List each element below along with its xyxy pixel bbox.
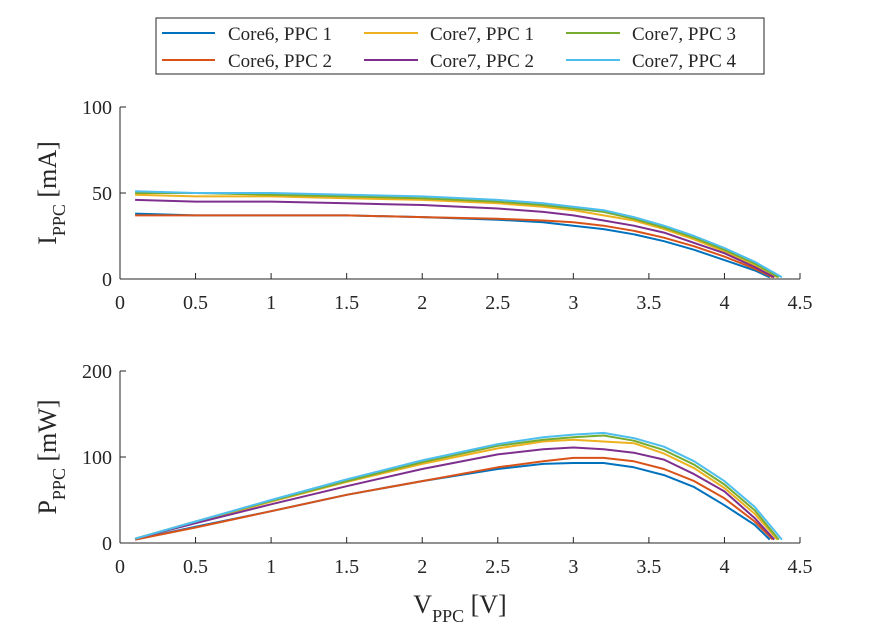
- legend: Core6, PPC 1 Core6, PPC 2 Core7, PPC 1 C…: [155, 17, 765, 75]
- legend-box: [155, 17, 765, 75]
- power-y-axis-label-sub: PPC: [49, 468, 69, 500]
- power-x-ticks: 0 0.5 1 1.5 2 2.5 3 3.5 4 4.5: [115, 537, 813, 578]
- legend-label-core7-ppc2: Core7, PPC 2: [430, 51, 534, 72]
- current-series-core7-ppc-3: [135, 192, 780, 279]
- legend-item-core6-ppc1: Core6, PPC 1: [162, 24, 332, 45]
- current-x-tick-label: 2: [417, 292, 427, 314]
- legend-label-core6-ppc1: Core6, PPC 1: [228, 24, 332, 45]
- power-x-tick-label: 2.5: [485, 556, 510, 578]
- legend-item-core6-ppc2: Core6, PPC 2: [162, 51, 332, 72]
- power-x-tick-label: 1: [266, 556, 276, 578]
- power-x-tick-label: 0.5: [183, 556, 208, 578]
- x-axis-label: VPPC [V]: [413, 590, 506, 626]
- power-y-axis-label-main: P: [33, 500, 62, 514]
- power-x-tick-label: 4.5: [788, 556, 813, 578]
- current-series-core6-ppc-2: [135, 214, 774, 279]
- legend-item-core7-ppc3: Core7, PPC 3: [566, 24, 736, 45]
- x-axis-label-unit: [V]: [464, 590, 507, 619]
- power-y-tick-label: 100: [82, 447, 112, 469]
- legend-item-core7-ppc2: Core7, PPC 2: [364, 51, 534, 72]
- current-series-layer: [135, 190, 783, 279]
- current-x-tick-label: 0: [115, 292, 125, 314]
- current-y-axis-label-unit: [mA]: [33, 141, 62, 204]
- power-y-axis-label-unit: [mW]: [33, 399, 62, 468]
- current-series-core7-ppc-2: [135, 198, 775, 279]
- current-x-tick-label: 4: [719, 292, 729, 314]
- legend-label-core7-ppc3: Core7, PPC 3: [632, 24, 736, 45]
- current-x-tick-label: 4.5: [788, 292, 813, 314]
- current-y-axis-label: IPPC [mA]: [33, 141, 69, 245]
- power-y-axis-label: PPPC [mW]: [33, 399, 69, 514]
- power-x-tick-label: 4: [719, 556, 729, 578]
- power-series-core6-ppc-2: [134, 456, 774, 541]
- x-axis-label-main: V: [413, 590, 432, 619]
- power-series-core7-ppc-4: [134, 431, 783, 541]
- power-series-core7-ppc-3: [134, 434, 780, 541]
- power-x-tick-label: 3: [568, 556, 578, 578]
- power-y-tick-label: 0: [102, 533, 112, 555]
- power-x-tick-label: 1.5: [334, 556, 359, 578]
- legend-label-core7-ppc4: Core7, PPC 4: [632, 51, 736, 72]
- current-x-tick-label: 1.5: [334, 292, 359, 314]
- x-axis-label-sub: PPC: [432, 606, 464, 626]
- current-x-tick-label: 1: [266, 292, 276, 314]
- power-x-tick-label: 2: [417, 556, 427, 578]
- current-y-tick-label: 50: [92, 183, 112, 205]
- current-x-tick-label: 3: [568, 292, 578, 314]
- current-x-tick-label: 2.5: [485, 292, 510, 314]
- current-y-axis-label-main: I: [33, 236, 62, 245]
- current-y-tick-label: 0: [102, 269, 112, 291]
- current-x-tick-label: 3.5: [636, 292, 661, 314]
- current-series-core7-ppc-1: [135, 193, 778, 279]
- current-x-ticks: 0 0.5 1 1.5 2 2.5 3 3.5 4 4.5: [115, 273, 813, 314]
- power-series-core7-ppc-2: [134, 446, 776, 541]
- current-y-ticks: 0 50 100: [82, 97, 126, 291]
- power-y-tick-label: 200: [82, 361, 112, 383]
- current-y-axis-label-sub: PPC: [49, 204, 69, 236]
- power-x-tick-label: 0: [115, 556, 125, 578]
- power-y-ticks: 0 100 200: [82, 361, 126, 555]
- power-x-tick-label: 3.5: [636, 556, 661, 578]
- legend-item-core7-ppc1: Core7, PPC 1: [364, 24, 534, 45]
- legend-item-core7-ppc4: Core7, PPC 4: [566, 51, 736, 72]
- legend-label-core7-ppc1: Core7, PPC 1: [430, 24, 534, 45]
- current-x-tick-label: 0.5: [183, 292, 208, 314]
- current-y-tick-label: 100: [82, 97, 112, 119]
- power-series-layer: [134, 431, 783, 541]
- current-subplot: 0 0.5 1 1.5 2 2.5 3 3.5 4 4.5 0 50 100 IPPC [mA]: [33, 97, 813, 314]
- current-series-core7-ppc-4: [135, 190, 783, 279]
- legend-label-core6-ppc2: Core6, PPC 2: [228, 51, 332, 72]
